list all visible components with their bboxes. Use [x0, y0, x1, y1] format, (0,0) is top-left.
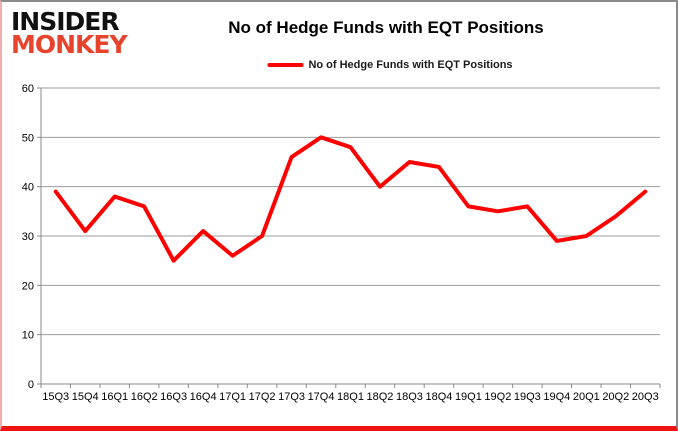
- x-axis-label-17Q3: 17Q3: [278, 391, 305, 403]
- x-axis-label-17Q4: 17Q4: [308, 391, 335, 403]
- insider-monkey-logo: INSIDER MONKEY: [11, 7, 128, 59]
- y-axis-label-60: 60: [22, 83, 34, 95]
- x-axis-label-20Q2: 20Q2: [602, 391, 629, 403]
- x-axis-label-18Q2: 18Q2: [367, 391, 394, 403]
- x-axis-label-19Q1: 19Q1: [455, 391, 482, 403]
- legend-line-swatch: [267, 63, 304, 67]
- x-axis-label-18Q1: 18Q1: [337, 391, 364, 403]
- x-axis-label-18Q3: 18Q3: [396, 391, 423, 403]
- logo-line-insider: INSIDER: [11, 7, 120, 36]
- x-axis-label-15Q3: 15Q3: [42, 391, 69, 403]
- x-axis-label-16Q4: 16Q4: [190, 391, 217, 403]
- x-axis-label-20Q3: 20Q3: [632, 391, 659, 403]
- x-axis-label-16Q1: 16Q1: [101, 391, 128, 403]
- legend: No of Hedge Funds with EQT Positions: [267, 59, 513, 71]
- y-axis-label-10: 10: [22, 330, 34, 342]
- x-axis-label-19Q2: 19Q2: [484, 391, 511, 403]
- x-axis-label-19Q3: 19Q3: [514, 391, 541, 403]
- y-axis-label-30: 30: [22, 231, 34, 243]
- x-axis-label-20Q1: 20Q1: [573, 391, 600, 403]
- series-line: [53, 135, 648, 263]
- y-axis-label-0: 0: [28, 379, 34, 391]
- y-axis-label-50: 50: [22, 132, 34, 144]
- x-axis-label-17Q2: 17Q2: [249, 391, 276, 403]
- y-axis-label-40: 40: [22, 182, 34, 194]
- x-axis-label-16Q3: 16Q3: [160, 391, 187, 403]
- logo-line-monkey: MONKEY: [11, 30, 128, 59]
- x-axis-label-16Q2: 16Q2: [131, 391, 158, 403]
- x-axis-label-19Q4: 19Q4: [543, 391, 570, 403]
- y-axis-label-20: 20: [22, 280, 34, 292]
- chart-title: No of Hedge Funds with EQT Positions: [228, 18, 544, 37]
- x-axis-label-18Q4: 18Q4: [425, 391, 452, 403]
- x-axis-label-17Q1: 17Q1: [219, 391, 246, 403]
- x-axis-label-15Q4: 15Q4: [72, 391, 99, 403]
- legend-label: No of Hedge Funds with EQT Positions: [308, 59, 513, 71]
